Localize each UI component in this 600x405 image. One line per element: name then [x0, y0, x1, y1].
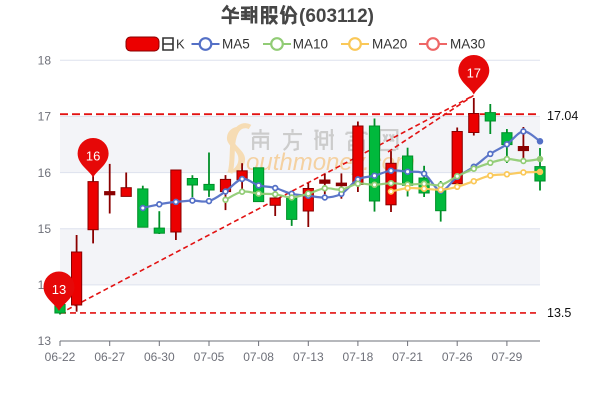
svg-text:13: 13	[52, 282, 66, 297]
svg-text:07-13: 07-13	[293, 350, 324, 364]
svg-text:06-22: 06-22	[45, 350, 76, 364]
svg-text:07-29: 07-29	[492, 350, 523, 364]
svg-text:06-30: 06-30	[144, 350, 175, 364]
svg-text:(603112): (603112)	[299, 6, 374, 27]
svg-text:07-18: 07-18	[343, 350, 374, 364]
svg-text:17: 17	[467, 66, 481, 81]
svg-text:06-27: 06-27	[94, 350, 125, 364]
svg-text:17: 17	[38, 110, 52, 124]
svg-text:16: 16	[86, 149, 100, 164]
svg-text:MA30: MA30	[450, 37, 485, 52]
svg-text:07-08: 07-08	[243, 350, 274, 364]
svg-text:07-05: 07-05	[194, 350, 225, 364]
svg-text:07-21: 07-21	[392, 350, 423, 364]
svg-text:13: 13	[38, 334, 52, 348]
svg-text:13.5: 13.5	[547, 306, 571, 320]
svg-text:MA10: MA10	[293, 37, 328, 52]
svg-text:17.04: 17.04	[547, 109, 578, 123]
svg-text:16: 16	[38, 166, 52, 180]
svg-text:07-26: 07-26	[442, 350, 473, 364]
svg-text:MA20: MA20	[372, 37, 407, 52]
svg-text:MA5: MA5	[222, 37, 250, 52]
svg-text:18: 18	[38, 54, 52, 68]
svg-text:K: K	[176, 37, 185, 52]
svg-text:15: 15	[38, 222, 52, 236]
